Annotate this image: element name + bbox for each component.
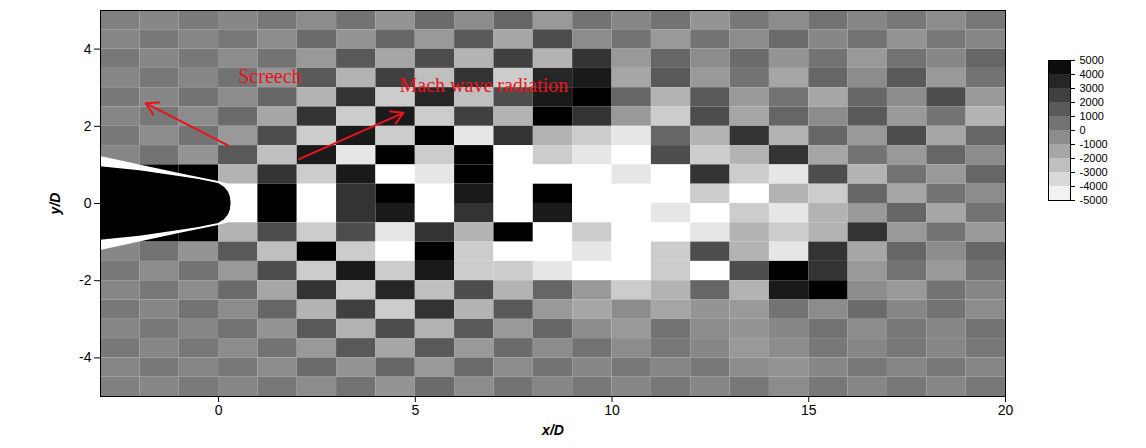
- svg-text:1000: 1000: [1080, 110, 1104, 122]
- svg-text:-5000: -5000: [1080, 194, 1108, 206]
- svg-text:15: 15: [801, 402, 817, 418]
- svg-text:3000: 3000: [1080, 82, 1104, 94]
- svg-text:5000: 5000: [1080, 54, 1104, 66]
- svg-text:-3000: -3000: [1080, 166, 1108, 178]
- svg-text:-4000: -4000: [1080, 180, 1108, 192]
- svg-text:4000: 4000: [1080, 68, 1104, 80]
- svg-text:-2000: -2000: [1080, 152, 1108, 164]
- svg-text:x/D: x/D: [541, 422, 564, 438]
- svg-text:-4: -4: [79, 349, 92, 365]
- svg-text:Screech: Screech: [238, 65, 301, 87]
- svg-text:-2: -2: [79, 272, 92, 288]
- svg-text:20: 20: [998, 402, 1014, 418]
- svg-text:-1000: -1000: [1080, 138, 1108, 150]
- svg-text:2000: 2000: [1080, 96, 1104, 108]
- svg-text:0: 0: [84, 195, 92, 211]
- svg-text:y/D: y/D: [47, 193, 63, 216]
- svg-text:0: 0: [1080, 124, 1086, 136]
- svg-text:5: 5: [411, 402, 419, 418]
- svg-text:10: 10: [604, 402, 620, 418]
- svg-text:2: 2: [84, 118, 92, 134]
- svg-text:0: 0: [215, 402, 223, 418]
- svg-text:Mach wave radiation: Mach wave radiation: [400, 74, 569, 96]
- svg-text:4: 4: [84, 41, 92, 57]
